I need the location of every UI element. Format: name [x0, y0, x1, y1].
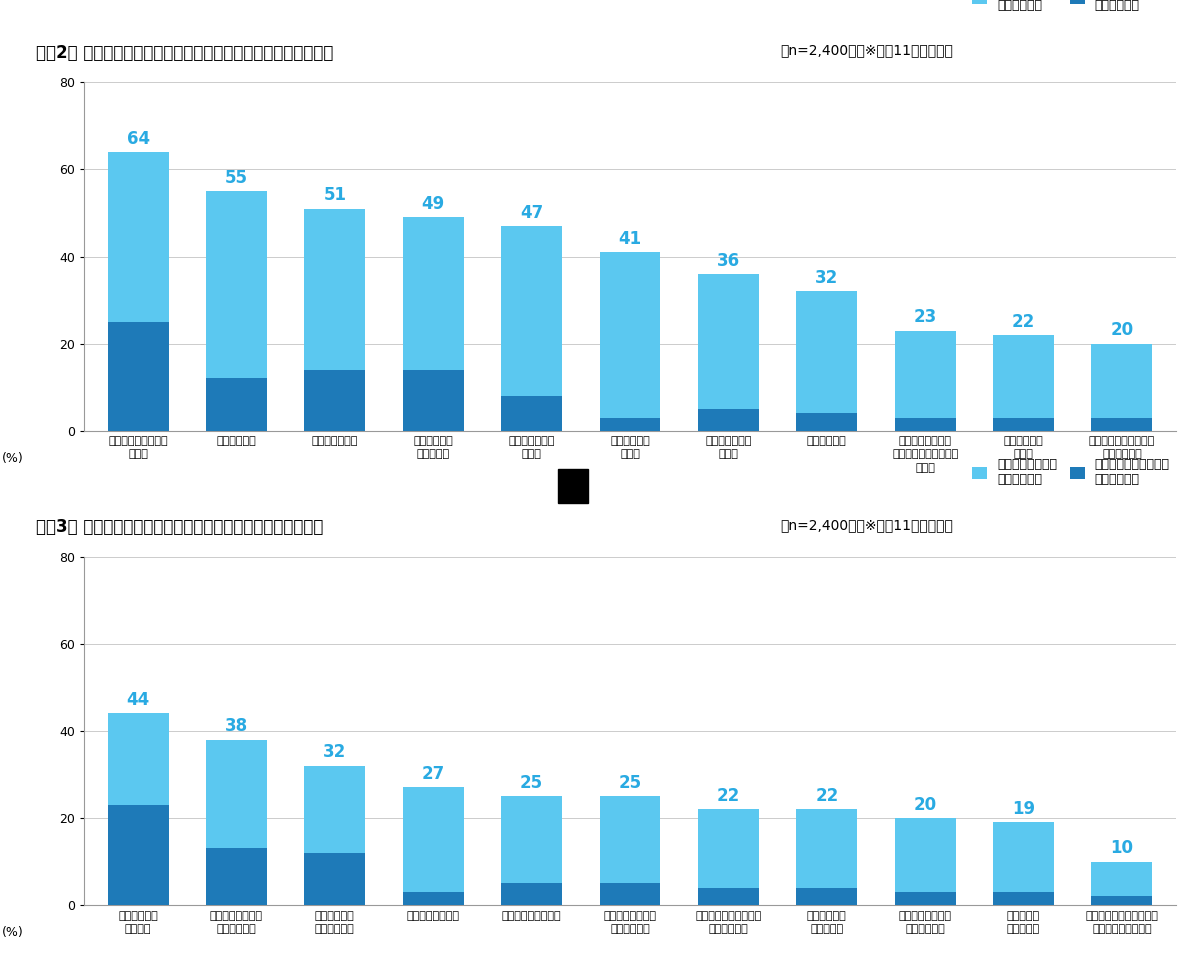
Bar	[698, 274, 758, 408]
Bar	[305, 208, 365, 370]
Bar	[797, 413, 857, 431]
Bar	[994, 335, 1054, 418]
Bar	[305, 853, 365, 905]
Bar	[1091, 344, 1152, 418]
Text: 47: 47	[520, 203, 544, 222]
Text: 27: 27	[421, 765, 445, 783]
Bar	[403, 892, 463, 905]
Bar	[108, 321, 169, 431]
Bar	[698, 408, 758, 431]
Text: 23: 23	[913, 308, 937, 326]
Bar	[895, 418, 955, 431]
Bar	[600, 796, 660, 883]
Bar	[206, 191, 266, 378]
Text: 22: 22	[1012, 313, 1036, 331]
Bar	[502, 396, 562, 431]
Bar	[994, 823, 1054, 892]
Bar	[108, 152, 169, 321]
Bar	[698, 888, 758, 905]
Text: 64: 64	[126, 130, 150, 147]
Text: 25: 25	[520, 773, 544, 792]
Text: 51: 51	[323, 186, 347, 204]
Text: 20: 20	[913, 796, 937, 813]
Bar	[305, 370, 365, 431]
Bar	[108, 805, 169, 905]
Text: 25: 25	[618, 773, 642, 792]
Text: (%): (%)	[2, 926, 24, 939]
Text: 32: 32	[815, 269, 839, 287]
Bar	[698, 809, 758, 888]
Bar	[600, 883, 660, 905]
Text: 22: 22	[716, 787, 740, 805]
Bar	[797, 888, 857, 905]
Bar	[108, 713, 169, 805]
Text: 36: 36	[716, 252, 740, 269]
Text: 49: 49	[421, 195, 445, 213]
Text: ＜図3＞ 気候変動で起こる環境や生態系への影鿳に対する不安: ＜図3＞ 気候変動で起こる環境や生態系への影鿳に対する不安	[36, 518, 323, 536]
Bar	[502, 796, 562, 883]
Text: 19: 19	[1012, 800, 1036, 818]
Bar	[994, 892, 1054, 905]
Text: 22: 22	[815, 787, 839, 805]
Bar	[895, 892, 955, 905]
Bar	[895, 818, 955, 892]
Bar	[305, 766, 365, 853]
Text: 10: 10	[1110, 839, 1133, 858]
Text: （n=2,400）　※上位11項目を抜粹: （n=2,400） ※上位11項目を抜粹	[780, 44, 953, 57]
Legend: 不安に感じるもの
（複数回答）, 最も不安に感じるもの
（単一回答）: 不安に感じるもの （複数回答）, 最も不安に感じるもの （単一回答）	[972, 458, 1170, 486]
Bar	[1091, 896, 1152, 905]
Text: 38: 38	[224, 717, 248, 736]
Text: 41: 41	[618, 229, 642, 248]
Legend: 不安に感じるもの
（複数回答）, 最も不安に感じるもの
（単一回答）: 不安に感じるもの （複数回答）, 最も不安に感じるもの （単一回答）	[972, 0, 1170, 12]
Text: 32: 32	[323, 743, 347, 761]
Bar	[797, 809, 857, 888]
Bar	[206, 378, 266, 431]
Bar	[1091, 862, 1152, 896]
Bar	[502, 227, 562, 396]
Bar	[994, 418, 1054, 431]
Text: 44: 44	[126, 691, 150, 709]
Bar	[206, 848, 266, 905]
Text: （n=2,400）　※上位11項目を抜粹: （n=2,400） ※上位11項目を抜粹	[780, 518, 953, 531]
Text: ＜図2＞ 気候変動で起こる自然災害や身体への影鿳に対する不安: ＜図2＞ 気候変動で起こる自然災害や身体への影鿳に対する不安	[36, 44, 334, 62]
Bar	[600, 418, 660, 431]
Bar	[206, 740, 266, 848]
Bar	[895, 331, 955, 418]
Bar	[403, 370, 463, 431]
Bar	[797, 291, 857, 413]
Bar	[502, 883, 562, 905]
Bar	[1091, 418, 1152, 431]
Bar	[403, 788, 463, 892]
Bar	[403, 217, 463, 370]
Text: 20: 20	[1110, 321, 1134, 339]
Text: 55: 55	[224, 168, 248, 187]
Bar	[600, 252, 660, 418]
Text: (%): (%)	[2, 452, 24, 465]
